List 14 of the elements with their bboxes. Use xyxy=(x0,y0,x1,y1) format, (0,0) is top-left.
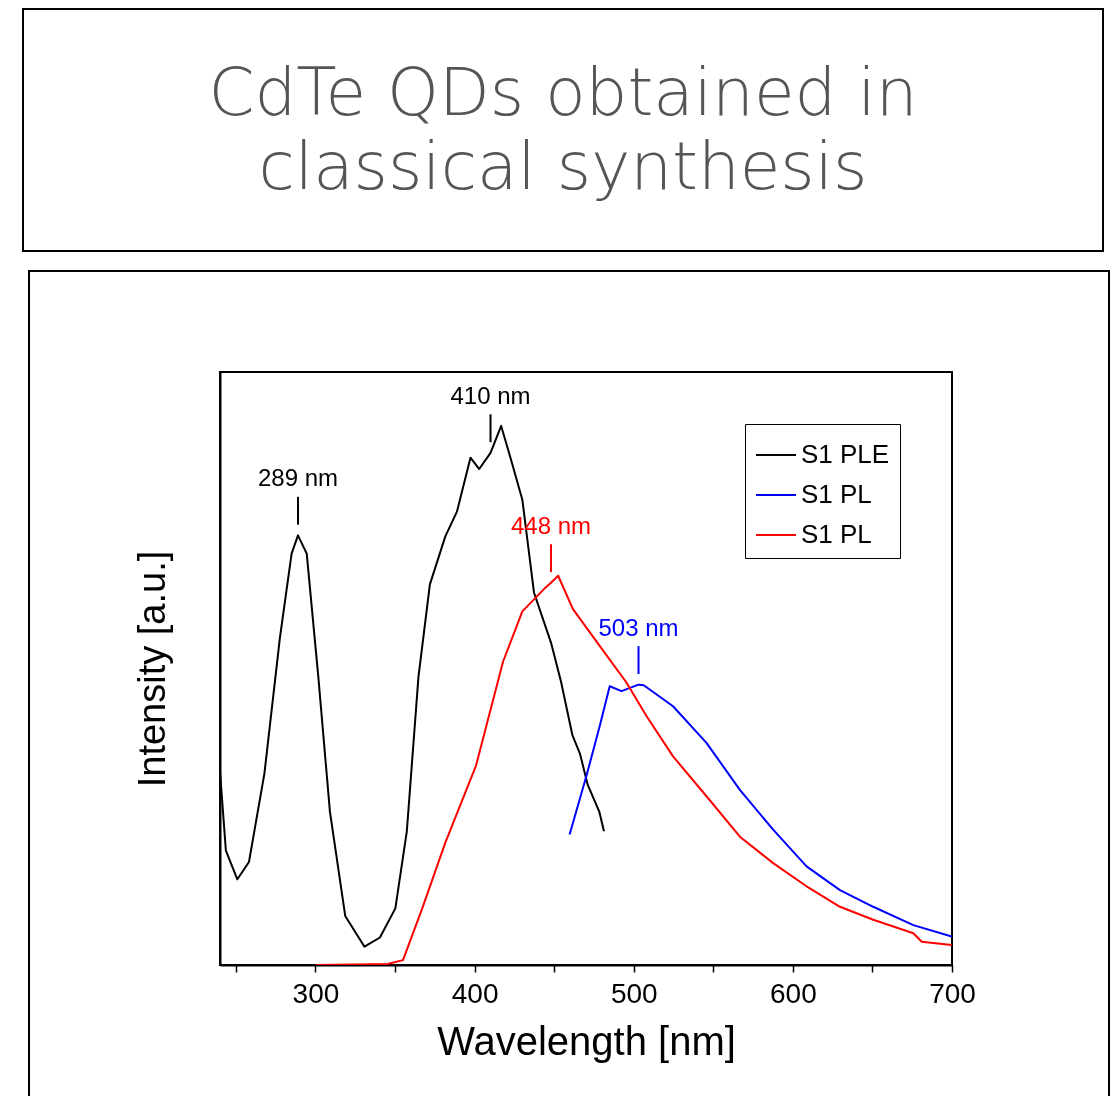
y-axis-title: Intensity [a.u.] xyxy=(130,550,173,788)
annotation: 503 nm xyxy=(598,613,679,641)
legend-label: S1 PL xyxy=(801,519,872,549)
x-tick-label: 500 xyxy=(610,977,658,1009)
x-tick-label: 600 xyxy=(770,977,817,1009)
annotation: 289 nm xyxy=(257,464,339,492)
legend-label: S1 PL xyxy=(801,479,872,509)
x-tick-label: 300 xyxy=(292,977,340,1009)
x-tick-label: 400 xyxy=(451,977,499,1009)
annotation: 410 nm xyxy=(450,381,531,409)
legend-label: S1 PLE xyxy=(801,439,890,469)
chart-title: CdTe QDs obtained in classical synthesis xyxy=(207,54,919,205)
x-axis-title: Wavelength [nm] xyxy=(437,1018,736,1063)
x-tick-label: 700 xyxy=(929,977,976,1009)
